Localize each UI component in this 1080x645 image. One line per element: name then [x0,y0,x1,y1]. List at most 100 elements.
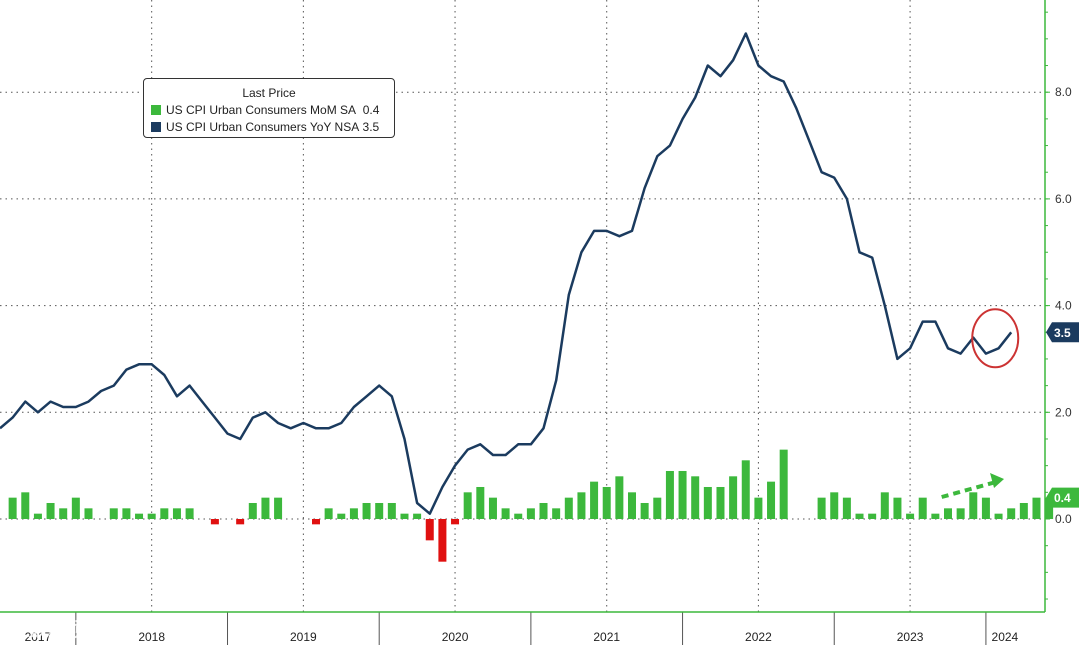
bar-mom [716,486,725,519]
bar-mom [767,481,776,519]
last-value-badge [1046,487,1079,508]
bar-mom [552,508,561,519]
last-value-badge-text: 3.5 [1054,326,1071,340]
bar-mom [476,486,485,519]
bar-mom [1007,508,1016,519]
bar-mom [413,513,422,519]
y-tick-label: 4.0 [1055,299,1072,313]
bar-mom [653,497,662,519]
bar-mom [147,513,156,519]
bar-mom [185,508,194,519]
bar-mom [779,449,788,519]
legend-label-mom: US CPI Urban Consumers MoM SA [166,103,357,117]
bar-mom [1045,497,1054,519]
bar-mom [969,492,978,519]
legend-title: Last Price [242,86,296,100]
last-value-badge-text: 0.4 [1054,491,1071,505]
bar-mom [248,502,257,519]
bar-mom [337,513,346,519]
bar-mom [577,492,586,519]
y-tick-label: 6.0 [1055,192,1072,206]
bar-mom [312,519,320,525]
legend-item-yoy: US CPI Urban Consumers YoY NSA 3.5 [151,119,379,135]
bar-mom [425,519,434,541]
bar-mom [451,519,460,525]
bar-mom [400,513,409,519]
bar-mom [918,497,927,519]
y-tick-label: 2.0 [1055,405,1072,419]
bar-mom [893,497,902,519]
x-year-label: 2018 [138,630,165,644]
bar-mom [349,508,358,519]
bar-mom [375,502,384,519]
bar-mom [236,519,245,525]
bar-mom [135,513,144,519]
bar-mom [59,508,68,519]
bar-mom [944,508,952,519]
bar-mom [539,502,548,519]
bar-mom [590,481,599,519]
bar-mom [665,470,674,519]
bar-mom [71,497,80,519]
last-value-badge [1046,322,1079,343]
bar-mom [678,470,687,519]
annotation-arrow-head [990,473,1005,488]
bar-mom [741,460,750,519]
legend-swatch-mom [151,105,161,115]
bar-mom [33,513,42,519]
chart-legend: Last Price US CPI Urban Consumers MoM SA… [143,78,395,138]
bar-mom [855,513,864,519]
bar-mom [842,497,851,519]
bar-mom [564,497,573,519]
line-yoy [0,32,1013,515]
bar-mom [1032,497,1041,519]
bar-mom [514,513,523,519]
x-year-label: 2021 [593,630,620,644]
bar-mom [981,497,990,519]
bar-mom [438,519,447,562]
legend-item-mom: US CPI Urban Consumers MoM SA 0.4 [151,102,379,118]
legend-swatch-yoy [151,122,161,132]
bar-mom [868,513,877,519]
bar-mom [21,492,30,519]
legend-value-mom: 0.4 [362,103,380,117]
bar-mom [931,513,940,519]
bar-mom [274,497,283,519]
bar-mom [526,508,535,519]
bar-mom [994,513,1003,519]
y-tick-label: 0.0 [1055,512,1072,526]
bar-mom [906,513,915,519]
bar-mom [703,486,712,519]
bar-mom [463,492,472,519]
annotation-arrow-shaft [941,480,997,499]
watermark: 大数跨境 [8,619,88,641]
bar-mom [628,492,636,519]
x-year-label: 2022 [745,630,772,644]
bar-mom [324,508,333,519]
bar-mom [1019,502,1028,519]
x-year-label: 2017 [25,630,52,644]
x-year-label: 2023 [897,630,924,644]
bar-mom [640,502,649,519]
bar-mom [754,497,763,519]
bar-mom [122,508,131,519]
bar-mom [261,497,270,519]
bar-mom [160,508,169,519]
bar-mom [729,476,738,519]
annotation-circle [971,308,1020,369]
bar-mom [8,497,17,519]
bar-mom [210,519,219,525]
bar-mom [830,492,839,519]
bar-mom [691,476,700,519]
x-year-label: 2024 [992,630,1019,644]
bar-mom [84,508,93,519]
legend-label-yoy: US CPI Urban Consumers YoY NSA [166,120,360,134]
bar-mom [956,508,965,519]
bar-mom [109,508,118,519]
y-tick-label: 8.0 [1055,85,1072,99]
legend-value-yoy: 3.5 [362,120,380,134]
bar-mom [501,508,510,519]
bar-mom [602,486,611,519]
